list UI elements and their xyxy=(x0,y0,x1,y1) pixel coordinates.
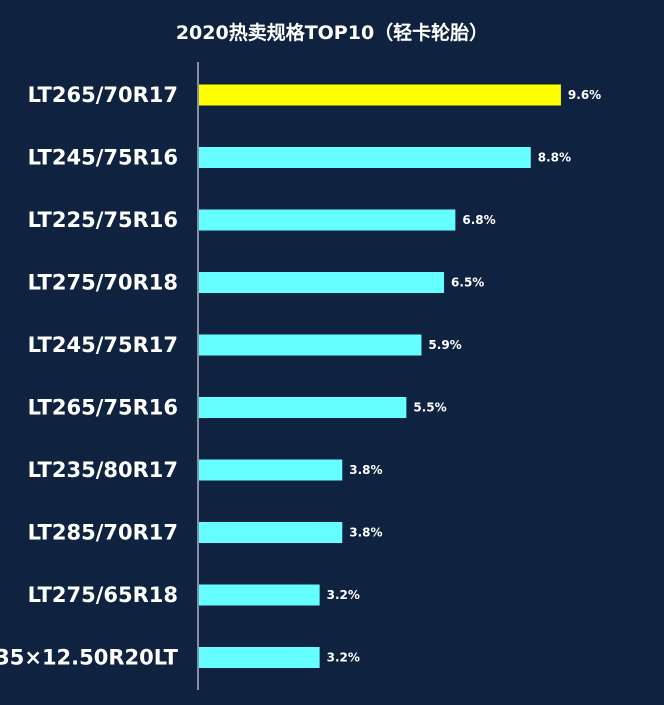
bar xyxy=(199,397,407,418)
data-label: 6.5% xyxy=(451,276,484,290)
category-label: LT235/80R17 xyxy=(28,458,178,482)
category-label: LT275/70R18 xyxy=(28,271,178,295)
bar xyxy=(199,459,343,481)
data-label: 5.5% xyxy=(413,401,446,415)
bar xyxy=(199,272,445,293)
data-label: 6.8% xyxy=(462,213,495,227)
data-label: 3.8% xyxy=(349,526,382,540)
data-label: 9.6% xyxy=(568,88,601,102)
bar xyxy=(199,84,561,106)
bar xyxy=(199,647,320,668)
bar xyxy=(199,147,531,168)
category-label: LT245/75R16 xyxy=(28,146,178,170)
category-label: LT265/75R16 xyxy=(28,396,178,420)
data-label: 5.9% xyxy=(428,338,461,352)
data-label: 3.2% xyxy=(327,651,360,665)
category-label: LT265/70R17 xyxy=(28,83,178,107)
category-label: LT245/75R17 xyxy=(28,333,178,357)
bar xyxy=(199,584,320,606)
data-label: 3.2% xyxy=(327,588,360,602)
category-label: LT275/65R18 xyxy=(28,583,178,607)
bar xyxy=(199,522,343,543)
data-label: 3.8% xyxy=(349,463,382,477)
category-label: LT225/75R16 xyxy=(28,208,178,232)
bar xyxy=(199,209,456,231)
bar xyxy=(199,334,422,356)
category-label: LT285/70R17 xyxy=(28,521,178,545)
category-label: 35×12.50R20LT xyxy=(0,646,179,670)
chart-title: 2020热卖规格TOP10（轻卡轮胎） xyxy=(175,22,489,44)
data-label: 8.8% xyxy=(538,151,571,165)
